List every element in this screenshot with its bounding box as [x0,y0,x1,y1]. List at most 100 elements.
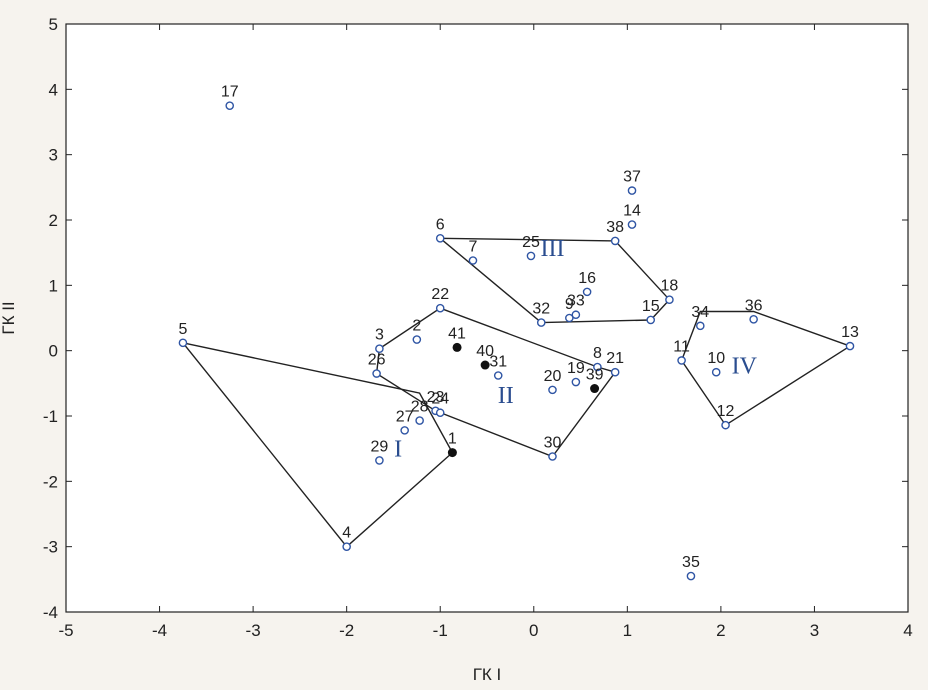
point-label-18: 18 [661,278,679,295]
point-label-36: 36 [745,297,763,314]
point-label-23: 23 [427,389,445,406]
point-label-35: 35 [682,554,700,571]
group-hull-III [438,237,671,324]
data-point-19 [571,377,581,387]
data-point-25 [526,251,536,261]
point-label-11: 11 [673,338,690,355]
point-label-12: 12 [717,403,735,420]
plot-area [65,23,909,613]
x-tick-label: 3 [810,621,819,640]
point-label-32: 32 [532,301,550,318]
data-point-17 [225,101,235,110]
point-label-19: 19 [567,360,585,377]
point-label-13: 13 [841,324,859,341]
data-point-36 [749,315,758,324]
y-tick-label: -4 [43,603,58,622]
data-points [178,101,855,581]
data-point-13 [845,341,855,351]
group-hull-IV [680,310,852,427]
y-tick-label: 0 [49,342,58,361]
point-labels: 1234567891011121314151617181920212223242… [178,84,859,571]
point-label-4: 4 [342,525,351,542]
x-tick-label: 0 [529,621,538,640]
data-point-14 [627,220,637,229]
y-tick-label: 1 [49,276,58,295]
point-label-22: 22 [431,286,449,303]
group-label-IV: IV [732,354,758,380]
x-tick-label: 1 [623,621,632,640]
point-label-26: 26 [368,352,386,369]
data-point-40 [480,360,490,370]
point-label-9: 9 [565,296,574,313]
data-point-31 [493,371,503,380]
point-label-3: 3 [375,327,384,344]
x-tick-label: 2 [716,621,725,640]
x-tick-label: -1 [433,621,448,640]
data-point-6 [435,233,445,243]
point-label-8: 8 [593,345,602,362]
data-point-32 [536,318,546,327]
data-point-38 [610,236,620,246]
data-point-27 [400,426,409,435]
data-point-18 [665,295,674,305]
data-point-30 [548,452,557,461]
data-point-2 [412,335,422,344]
point-label-25: 25 [522,234,540,251]
point-label-5: 5 [178,321,187,338]
data-point-5 [178,338,188,348]
point-label-29: 29 [371,438,389,455]
data-point-4 [342,542,351,551]
data-point-8 [593,362,602,372]
data-point-16 [582,287,592,297]
y-axis-title: ГК II [0,301,18,334]
data-point-33 [571,310,581,320]
point-label-30: 30 [544,435,562,452]
group-label-III: III [540,236,564,262]
y-tick-label: -3 [43,538,58,557]
data-point-1 [447,448,457,458]
data-point-9 [565,313,574,323]
x-tick-label: -4 [152,621,167,640]
group-hull-II [375,307,617,458]
data-point-20 [548,385,557,395]
data-point-7 [468,256,478,265]
point-label-28: 28 [411,399,429,416]
data-point-29 [375,456,384,465]
point-label-38: 38 [606,219,624,236]
data-point-15 [646,315,656,325]
data-point-34 [696,321,705,331]
data-point-12 [721,420,730,430]
point-label-21: 21 [606,350,624,367]
x-tick-label: 4 [903,621,912,640]
data-point-3 [375,344,384,354]
point-label-15: 15 [642,298,660,315]
y-tick-label: 5 [49,15,58,34]
point-label-33: 33 [567,293,585,310]
point-label-2: 2 [412,318,421,335]
point-label-7: 7 [469,239,478,256]
data-point-35 [686,571,696,581]
point-label-10: 10 [707,350,725,367]
data-point-26 [372,369,381,378]
point-label-24: 24 [431,391,449,408]
group-label-II: II [498,383,514,409]
data-point-41 [452,342,462,352]
point-label-6: 6 [436,216,445,233]
point-label-1: 1 [448,431,457,448]
point-label-31: 31 [489,353,507,370]
data-point-22 [435,303,445,313]
point-label-39: 39 [586,367,604,384]
point-label-16: 16 [578,270,596,287]
data-point-11 [677,356,686,365]
y-tick-label: 3 [49,146,58,165]
point-label-34: 34 [691,304,709,321]
y-tick-label: -1 [43,407,58,426]
point-label-17: 17 [221,84,239,101]
y-tick-label: -2 [43,472,58,491]
x-tick-label: -5 [58,621,73,640]
point-label-20: 20 [544,368,562,385]
point-label-40: 40 [476,343,494,360]
